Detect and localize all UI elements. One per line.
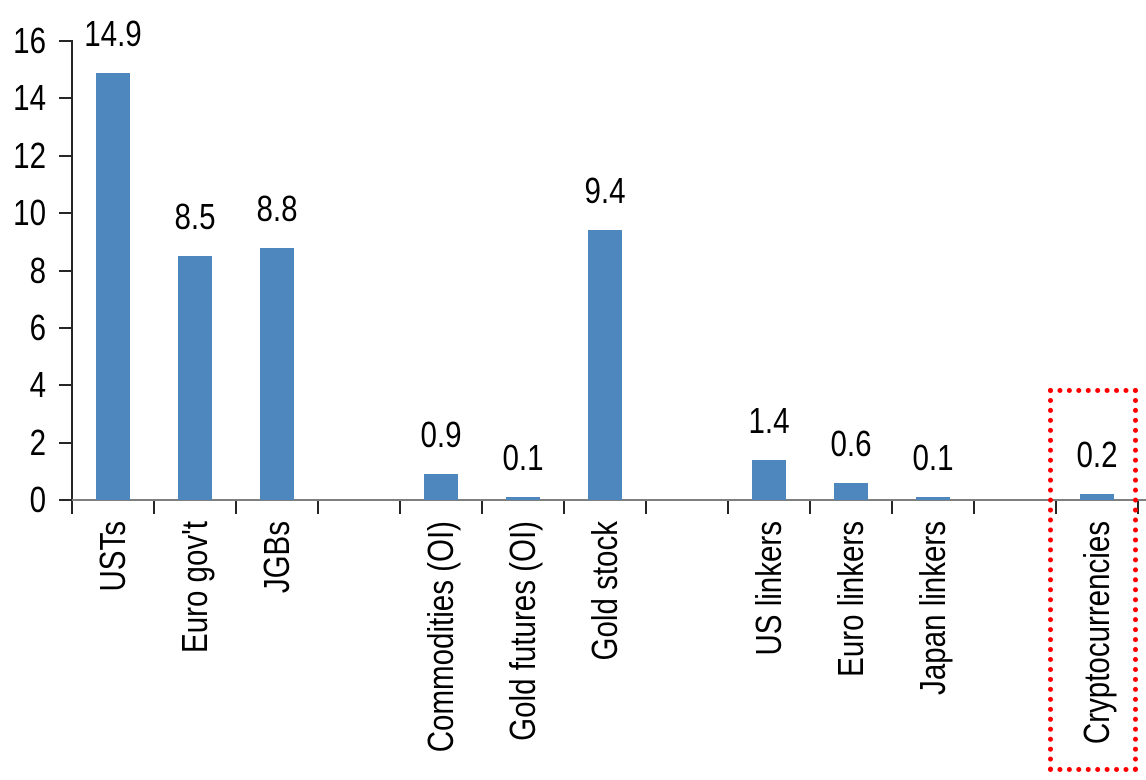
category-label-commodities-oi: Commodities (OI) bbox=[420, 521, 461, 753]
y-axis-tick-label: 4 bbox=[29, 364, 46, 406]
value-label-jgbs: 8.8 bbox=[256, 187, 298, 229]
category-label-gold-stock: Gold stock bbox=[584, 521, 625, 661]
bar-gold-stock bbox=[588, 230, 622, 500]
x-axis-tick bbox=[481, 501, 483, 514]
x-axis-tick bbox=[153, 501, 155, 514]
y-axis-tick bbox=[59, 384, 72, 387]
cryptocurrencies-highlight-box bbox=[1048, 388, 1138, 772]
bar-commodities-oi bbox=[424, 474, 458, 500]
y-axis-tick bbox=[59, 269, 72, 272]
y-axis-tick bbox=[59, 212, 72, 215]
y-axis-tick bbox=[59, 40, 72, 42]
value-label-usts: 14.9 bbox=[84, 12, 142, 54]
category-label-euro-linkers: Euro linkers bbox=[830, 521, 871, 677]
y-axis-tick bbox=[59, 326, 72, 329]
bar-cryptocurrencies bbox=[1080, 494, 1114, 500]
y-axis-tick-label: 14 bbox=[13, 77, 47, 119]
category-label-japan-linkers: Japan linkers bbox=[912, 521, 953, 695]
value-label-gold-stock: 9.4 bbox=[584, 170, 626, 212]
y-axis-tick-label: 10 bbox=[13, 192, 47, 234]
bar-us-linkers bbox=[752, 459, 786, 500]
value-label-cryptocurrencies: 0.2 bbox=[1076, 434, 1118, 476]
category-label-usts: USTs bbox=[92, 521, 133, 592]
x-axis-tick bbox=[1137, 501, 1139, 514]
x-axis-tick bbox=[563, 501, 565, 514]
bar-euro-gov-t bbox=[178, 256, 212, 500]
x-axis-tick bbox=[71, 501, 73, 514]
y-axis-tick bbox=[59, 97, 72, 100]
x-axis-tick bbox=[235, 501, 237, 514]
value-label-japan-linkers: 0.1 bbox=[912, 437, 954, 479]
bar-gold-futures-oi bbox=[506, 497, 540, 500]
x-axis-tick bbox=[727, 501, 729, 514]
y-axis-tick-label: 6 bbox=[29, 306, 46, 348]
y-axis-line bbox=[71, 40, 73, 501]
bar-usts bbox=[96, 72, 130, 500]
y-axis-tick-label: 12 bbox=[13, 134, 47, 176]
value-label-commodities-oi: 0.9 bbox=[420, 414, 462, 456]
x-axis-line bbox=[72, 499, 1146, 501]
value-label-us-linkers: 1.4 bbox=[748, 399, 790, 441]
value-label-gold-futures-oi: 0.1 bbox=[502, 437, 544, 479]
x-axis-tick bbox=[891, 501, 893, 514]
y-axis-tick-label: 16 bbox=[13, 20, 47, 61]
y-axis-tick-label: 2 bbox=[29, 421, 46, 463]
x-axis-tick bbox=[809, 501, 811, 514]
value-label-euro-linkers: 0.6 bbox=[830, 422, 872, 464]
y-axis-tick bbox=[59, 441, 72, 444]
y-axis-tick bbox=[59, 154, 72, 157]
x-axis-tick bbox=[399, 501, 401, 514]
x-axis-tick bbox=[1055, 501, 1057, 514]
bar-jgbs bbox=[260, 247, 294, 500]
x-axis-tick bbox=[317, 501, 319, 514]
x-axis-tick bbox=[973, 501, 975, 514]
category-label-gold-futures-oi: Gold futures (OI) bbox=[502, 521, 543, 741]
category-label-jgbs: JGBs bbox=[256, 521, 297, 594]
bar-euro-linkers bbox=[834, 482, 868, 500]
value-label-euro-gov-t: 8.5 bbox=[174, 196, 216, 238]
x-axis-tick bbox=[645, 501, 647, 514]
y-axis-tick-label: 0 bbox=[29, 479, 46, 520]
category-label-euro-gov-t: Euro gov't bbox=[174, 521, 215, 653]
category-label-us-linkers: US linkers bbox=[748, 521, 789, 656]
bar-japan-linkers bbox=[916, 497, 950, 500]
y-axis-tick bbox=[59, 499, 72, 501]
y-axis-tick-label: 8 bbox=[29, 249, 46, 291]
